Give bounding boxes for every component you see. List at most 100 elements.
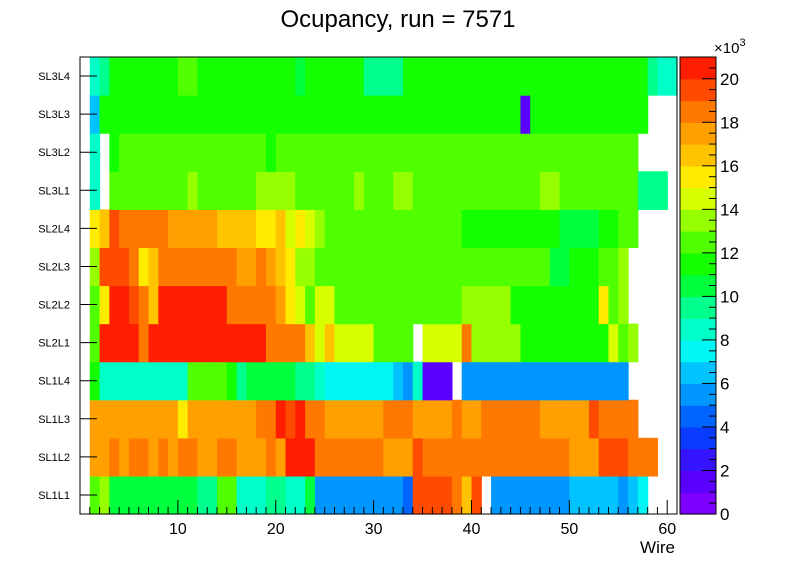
heatmap-cell bbox=[539, 361, 551, 401]
heatmap-cell bbox=[177, 399, 189, 439]
heatmap-cell bbox=[412, 437, 424, 477]
heatmap-cell bbox=[168, 171, 179, 210]
heatmap-cell bbox=[442, 475, 453, 515]
heatmap-cell bbox=[217, 209, 228, 249]
heatmap-cell bbox=[295, 437, 306, 477]
heatmap-cell bbox=[461, 361, 473, 401]
heatmap-cell bbox=[618, 399, 629, 439]
heatmap-cell bbox=[295, 475, 306, 515]
heatmap-cell bbox=[148, 247, 159, 287]
heatmap-cell bbox=[363, 475, 375, 515]
y-axis: SL1L1 SL1L2 SL1L3 SL1L4 SL2L1 SL2L2 SL2L3 SL2L4… bbox=[38, 71, 97, 502]
heatmap-cell bbox=[402, 209, 414, 249]
heatmap-cell bbox=[207, 95, 218, 134]
heatmap-cell bbox=[461, 323, 473, 363]
heatmap-cell bbox=[442, 247, 453, 287]
heatmap-cell bbox=[530, 475, 541, 515]
heatmap-cell bbox=[305, 361, 316, 401]
heatmap-cell bbox=[148, 209, 159, 249]
heatmap-cell bbox=[530, 323, 541, 363]
color-scale-swatch bbox=[680, 187, 716, 210]
heatmap-cell bbox=[432, 399, 443, 439]
heatmap-cell bbox=[187, 437, 199, 477]
heatmap-cell bbox=[168, 209, 179, 249]
heatmap-cell bbox=[187, 57, 199, 96]
heatmap-cell bbox=[128, 95, 140, 134]
color-scale: 0 2 4 6 8 10 12 14 16 18 20 bbox=[679, 56, 739, 524]
heatmap-cell bbox=[285, 95, 296, 134]
heatmap-cell bbox=[354, 361, 365, 401]
heatmap-cell bbox=[295, 285, 306, 325]
heatmap-cell bbox=[168, 133, 179, 172]
heatmap-cell bbox=[148, 399, 159, 439]
heatmap-cell bbox=[324, 247, 336, 287]
heatmap-cell bbox=[148, 133, 159, 172]
heatmap-cell bbox=[383, 475, 394, 515]
heatmap-cell bbox=[373, 171, 384, 210]
heatmap-cell bbox=[579, 285, 590, 325]
heatmap-cell bbox=[109, 323, 120, 363]
heatmap-cell bbox=[177, 437, 189, 477]
heatmap-cell bbox=[295, 133, 306, 172]
color-scale-tick-label: 12 bbox=[720, 244, 739, 263]
heatmap-cell bbox=[265, 95, 277, 134]
heatmap-cell bbox=[314, 57, 326, 96]
heatmap-cell bbox=[119, 475, 130, 515]
heatmap-cell bbox=[539, 209, 551, 249]
heatmap-cell bbox=[177, 361, 189, 401]
heatmap-cell bbox=[158, 475, 169, 515]
heatmap-cell bbox=[491, 361, 502, 401]
x-tick-label: 30 bbox=[365, 521, 383, 538]
y-tick-label: SL2L1 bbox=[38, 338, 70, 350]
heatmap-cell bbox=[246, 361, 257, 401]
heatmap-cell bbox=[148, 361, 159, 401]
heatmap-cell bbox=[549, 95, 561, 134]
heatmap-cell bbox=[324, 285, 336, 325]
heatmap-cell bbox=[579, 399, 590, 439]
heatmap-cell bbox=[608, 285, 619, 325]
heatmap-cell bbox=[588, 285, 600, 325]
heatmap-cell bbox=[373, 475, 384, 515]
heatmap-cell bbox=[275, 247, 287, 287]
heatmap-cell bbox=[226, 285, 238, 325]
heatmap-cell bbox=[579, 475, 590, 515]
heatmap-cell bbox=[207, 171, 218, 210]
heatmap-cell bbox=[637, 437, 649, 477]
heatmap-cell bbox=[559, 323, 570, 363]
heatmap-cell bbox=[187, 95, 199, 134]
heatmap-cell bbox=[471, 437, 482, 477]
heatmap-cell bbox=[344, 285, 355, 325]
heatmap-cell bbox=[217, 475, 228, 515]
heatmap-cell bbox=[393, 361, 404, 401]
heatmap-cell bbox=[344, 171, 355, 210]
heatmap-cell bbox=[99, 95, 110, 134]
heatmap-cell bbox=[598, 323, 610, 363]
heatmap-cell bbox=[510, 247, 522, 287]
heatmap-cell bbox=[598, 285, 610, 325]
heatmap-cell bbox=[520, 437, 531, 477]
heatmap-cell bbox=[373, 285, 384, 325]
heatmap-cell bbox=[520, 475, 531, 515]
heatmap-cell bbox=[119, 95, 130, 134]
color-scale-tick-label: 6 bbox=[720, 374, 729, 393]
heatmap-cell bbox=[500, 437, 512, 477]
heatmap-cell bbox=[539, 475, 551, 515]
heatmap-cell bbox=[177, 57, 189, 96]
heatmap-cell bbox=[207, 323, 218, 363]
color-scale-swatch bbox=[680, 122, 716, 145]
heatmap-cell bbox=[217, 247, 228, 287]
heatmap-cell bbox=[305, 437, 316, 477]
heatmap-cell bbox=[412, 133, 424, 172]
heatmap-cell bbox=[109, 133, 120, 172]
heatmap-cell bbox=[285, 361, 296, 401]
heatmap-cell bbox=[383, 361, 394, 401]
y-tick-label: SL3L3 bbox=[38, 109, 70, 121]
heatmap-cell bbox=[618, 323, 629, 363]
heatmap-cell bbox=[314, 95, 326, 134]
heatmap-cell bbox=[422, 95, 433, 134]
heatmap-cell bbox=[226, 133, 238, 172]
heatmap-cell bbox=[451, 323, 463, 363]
color-scale-swatch bbox=[680, 448, 716, 472]
heatmap-cell bbox=[559, 247, 570, 287]
heatmap-cell bbox=[217, 323, 228, 363]
